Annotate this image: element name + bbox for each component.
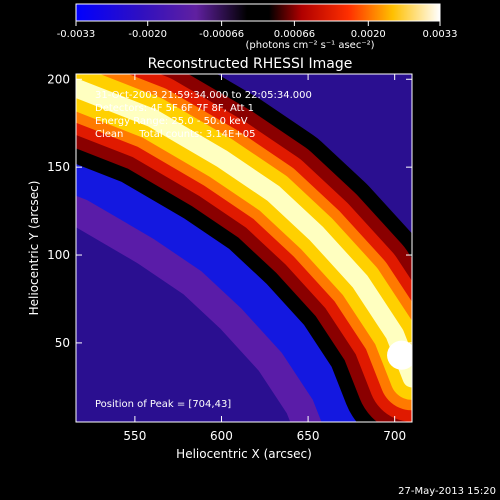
annotation-time-range: 31-Oct-2003 21:59:34.000 to 22:05:34.000 (95, 90, 312, 101)
x-tick-label: 600 (210, 429, 233, 443)
annotation-detectors: Detectors: 4F 5F 6F 7F 8F, Att 1 (95, 103, 254, 114)
colorbar-tick-label: -0.00066 (199, 29, 244, 40)
x-tick-label: 550 (123, 429, 146, 443)
x-tick-label: 650 (297, 429, 320, 443)
heatmap-peak (387, 340, 412, 370)
colorbar-tick-label: 0.00066 (274, 29, 315, 40)
y-tick-label: 100 (47, 248, 70, 262)
colorbar-unit-label: (photons cm⁻² s⁻¹ asec⁻²) (245, 40, 374, 51)
colorbar (75, 3, 441, 22)
y-tick-label: 50 (55, 336, 70, 350)
chart-title: Reconstructed RHESSI Image (148, 56, 353, 72)
annotation-clean: Clean Total counts: 3.14E+05 (95, 129, 255, 140)
x-tick-label: 700 (383, 429, 406, 443)
axis-ticks: 550 600 650 700 50 100 150 200 (47, 72, 412, 443)
y-axis-label: Heliocentric Y (arcsec) (27, 181, 41, 316)
colorbar-tick-label: -0.0033 (57, 29, 96, 40)
footer-date: 27-May-2013 15:20 (398, 486, 496, 497)
colorbar-tick-label: 0.0033 (423, 29, 458, 40)
heatmap-image (76, 74, 412, 422)
colorbar-ticks: -0.0033 -0.0020 -0.00066 0.00066 0.0020 0.003… (57, 21, 458, 40)
y-tick-label: 200 (47, 72, 70, 86)
annotation-energy: Energy Range: 25.0 - 50.0 keV (95, 116, 248, 127)
annotation-peak: Position of Peak = [704,43] (95, 399, 231, 410)
heatmap-ridge-peak (76, 78, 412, 388)
x-axis-label: Heliocentric X (arcsec) (176, 447, 312, 461)
colorbar-tick-label: 0.0020 (351, 29, 386, 40)
y-tick-label: 150 (47, 160, 70, 174)
plot-frame (75, 73, 413, 423)
colorbar-tick-label: -0.0020 (128, 29, 167, 40)
heatmap-ridge (76, 74, 412, 422)
